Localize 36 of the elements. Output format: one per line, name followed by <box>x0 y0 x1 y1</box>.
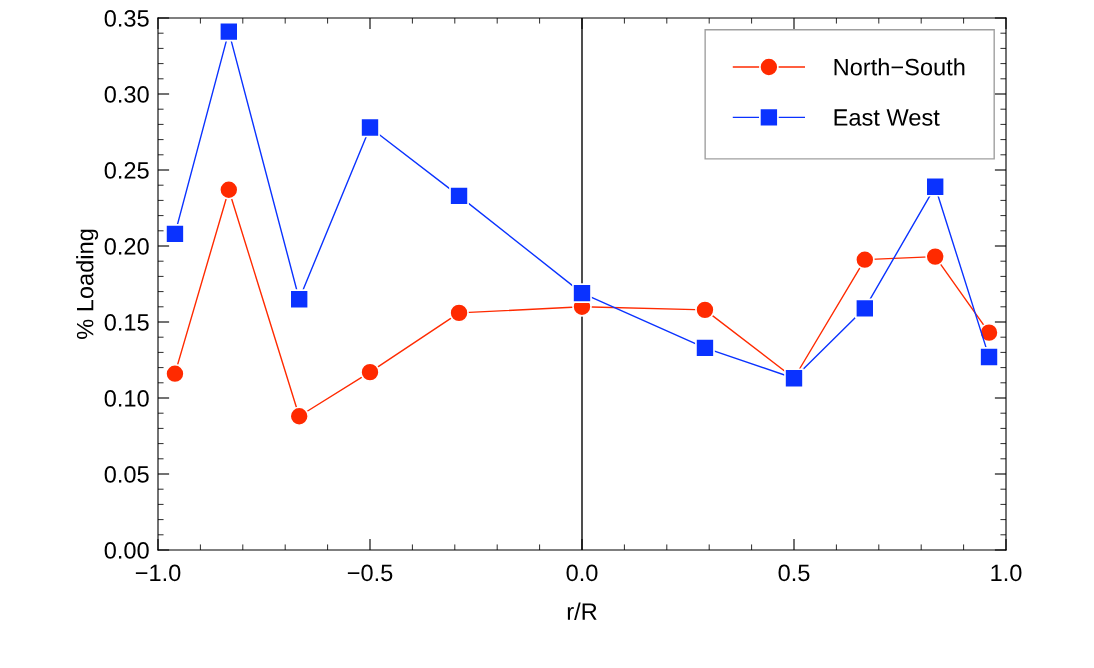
point <box>572 283 592 303</box>
point <box>979 347 999 367</box>
x-tick-label: −1.0 <box>135 564 181 582</box>
point <box>165 223 185 244</box>
x-tick-label: 0.5 <box>778 564 810 582</box>
legend-label: North−South <box>834 58 965 76</box>
x-tick-label: 1.0 <box>991 564 1022 582</box>
point <box>218 179 239 200</box>
point <box>695 337 715 358</box>
legend-label: East West <box>834 109 940 126</box>
y-tick-label: 0.20 <box>104 238 149 255</box>
x-axis-title: r/R <box>567 602 597 620</box>
point <box>695 299 715 320</box>
point <box>854 298 875 319</box>
point <box>854 249 875 270</box>
point <box>360 117 380 138</box>
point <box>449 303 469 323</box>
point <box>925 176 946 197</box>
point <box>449 185 469 206</box>
point <box>925 246 946 267</box>
x-tick-label: 0.0 <box>566 564 598 582</box>
point <box>289 289 310 310</box>
y-tick-label: 0.25 <box>104 162 149 179</box>
point <box>218 21 239 42</box>
y-tick-label: 0.30 <box>104 86 149 103</box>
y-tick-label: 0.00 <box>104 542 149 559</box>
point <box>165 363 185 384</box>
y-axis-title: % Loading <box>76 229 99 339</box>
y-tick-label: 0.10 <box>104 390 149 407</box>
point <box>360 362 380 383</box>
x-tick-label: −0.5 <box>347 564 393 582</box>
y-tick-label: 0.05 <box>104 466 149 483</box>
y-tick-label: 0.15 <box>104 314 149 331</box>
y-tick-label: 0.35 <box>104 10 149 27</box>
point <box>979 322 999 343</box>
point <box>289 406 310 427</box>
